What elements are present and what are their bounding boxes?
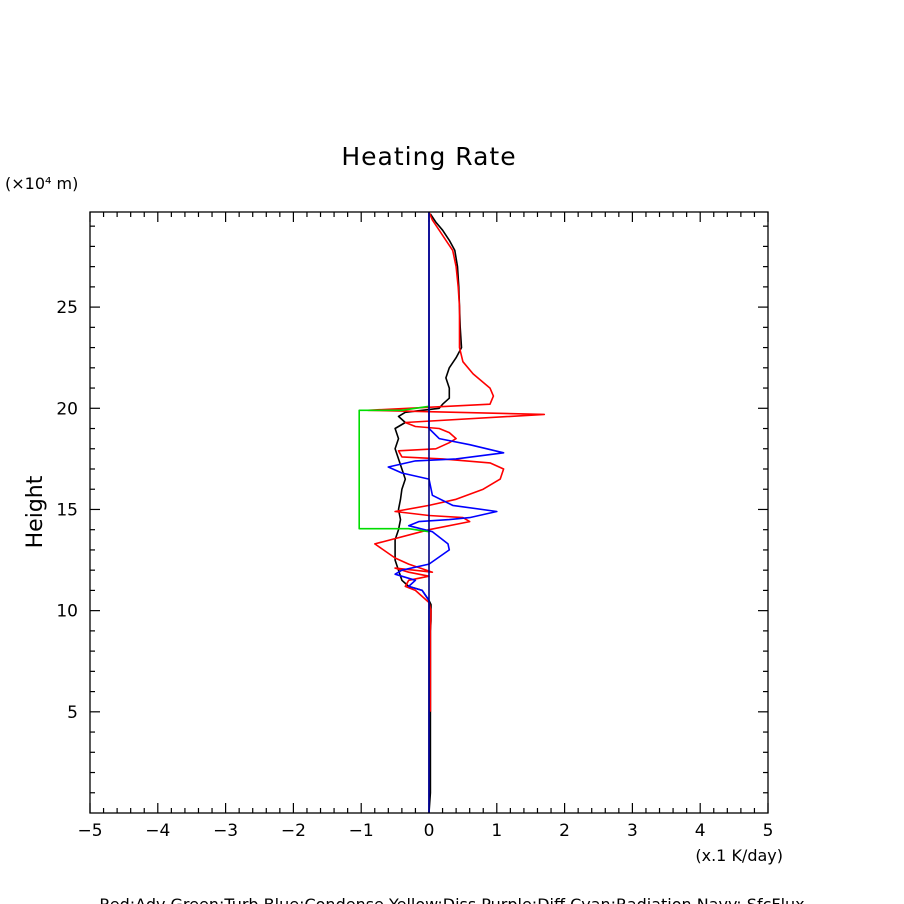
series-line-1 [367, 211, 546, 712]
series-line-2 [387, 212, 505, 813]
y-tick-label: 10 [56, 602, 78, 622]
y-tick-label: 25 [56, 298, 78, 318]
x-tick-label: 0 [424, 821, 435, 841]
x-tick-label: 4 [695, 821, 706, 841]
x-axis-unit: (x.1 K/day) [695, 846, 783, 865]
x-tick-label: −5 [77, 821, 102, 841]
x-tick-label: 3 [627, 821, 638, 841]
x-tick-label: 5 [763, 821, 774, 841]
x-tick-label: −1 [349, 821, 374, 841]
y-tick-label: 20 [56, 399, 78, 419]
x-tick-label: −4 [145, 821, 170, 841]
x-tick-label: −3 [213, 821, 238, 841]
legend-text: Red:Adv Green:Turb Blue:Condense Yellow:… [99, 895, 804, 904]
axis-ticks: −5 −4 −3 −2 −1 0 1 2 3 4 5 5 10 15 20 25 [56, 212, 773, 841]
plot-frame [89, 211, 769, 814]
series-line-3 [358, 405, 430, 533]
y-axis-label: Height [23, 475, 48, 548]
y-tick-label: 5 [67, 703, 78, 723]
y-axis-unit: (×10⁴ m) [5, 174, 78, 193]
series-layer [358, 211, 546, 814]
y-tick-label: 15 [56, 500, 78, 520]
chart-title: Heating Rate [341, 142, 516, 171]
x-tick-label: −2 [281, 821, 306, 841]
x-tick-label: 2 [559, 821, 570, 841]
x-tick-label: 1 [491, 821, 502, 841]
